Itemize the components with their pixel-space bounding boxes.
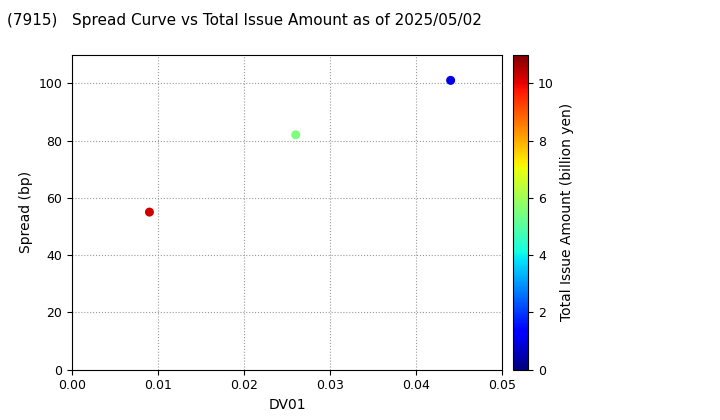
Point [445,77,456,84]
X-axis label: DV01: DV01 [269,398,306,412]
Point [144,209,156,215]
Text: (7915)   Spread Curve vs Total Issue Amount as of 2025/05/02: (7915) Spread Curve vs Total Issue Amoun… [7,13,482,28]
Y-axis label: Spread (bp): Spread (bp) [19,171,33,253]
Point [290,131,302,138]
Y-axis label: Total Issue Amount (billion yen): Total Issue Amount (billion yen) [559,103,574,321]
